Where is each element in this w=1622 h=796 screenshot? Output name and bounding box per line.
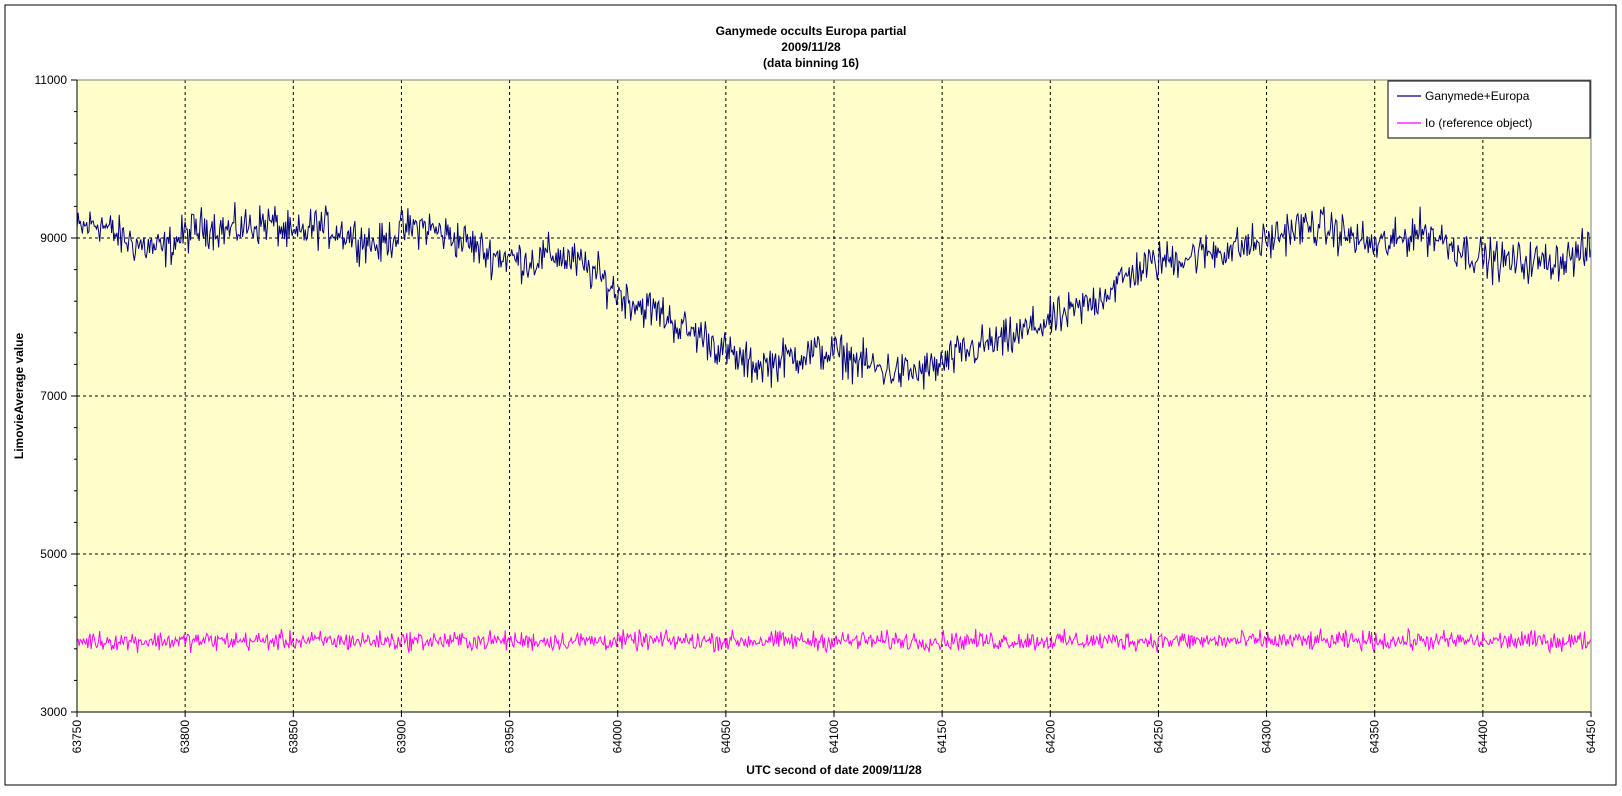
grid-lines [77,80,1591,712]
y-tick-label: 9000 [40,231,67,245]
axes: 3000 5000 7000 9000 11000 63750 63800 63850 6390… [35,73,1598,753]
chart-title-line-1: Ganymede occults Europa partial [716,24,907,38]
y-tick-label: 7000 [40,389,67,403]
chart-title-line-3: (data binning 16) [763,56,859,70]
x-axis-title: UTC second of date 2009/11/28 [746,763,922,777]
y-tick-label: 11000 [35,73,68,87]
legend-label-io: Io (reference object) [1425,116,1532,130]
legend: Ganymede+Europa Io (reference object) [1387,80,1591,139]
x-tick-label: 64450 [1584,720,1598,754]
series-line-ganymede-europa [76,202,1592,390]
x-tick-label: 63900 [394,720,408,754]
y-tick-label: 3000 [40,705,67,719]
series-group [76,202,1592,655]
legend-box [1387,80,1591,139]
series-line-io [76,627,1592,655]
x-tick-label: 64050 [719,720,733,754]
x-tick-label: 64150 [935,720,949,754]
x-tick-label: 64250 [1151,720,1165,754]
x-tick-label: 64100 [827,720,841,754]
y-tick-label: 5000 [40,547,67,561]
y-axis-title: LimovieAverage value [12,333,26,460]
x-tick-label: 64300 [1260,720,1274,754]
x-tick-label: 64200 [1043,720,1057,754]
chart-title-line-2: 2009/11/28 [781,40,841,54]
x-tick-label: 64350 [1368,720,1382,754]
x-tick-label: 63800 [178,720,192,754]
x-tick-label: 64400 [1476,720,1490,754]
x-tick-label: 63850 [286,720,300,754]
x-tick-label: 63950 [503,720,517,754]
x-tick-label: 64000 [611,720,625,754]
legend-label-ganymede-europa: Ganymede+Europa [1425,89,1530,103]
x-tick-label: 63750 [70,720,84,754]
